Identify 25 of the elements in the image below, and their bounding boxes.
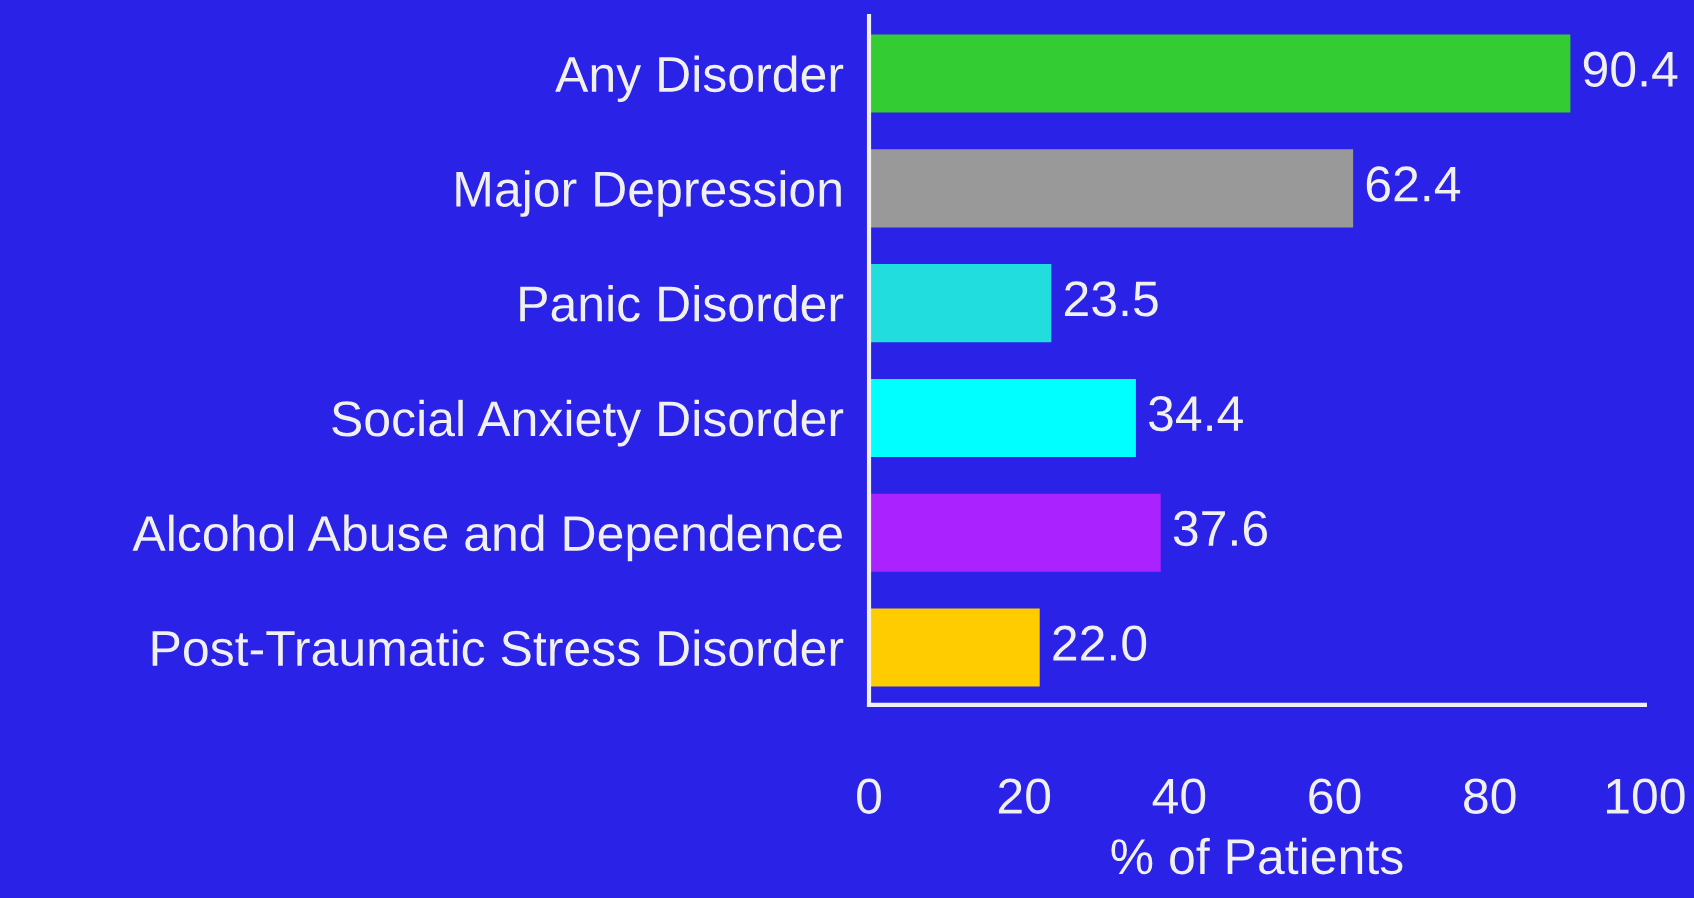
y-tick-label: Any Disorder [555, 55, 844, 103]
bar [869, 34, 1571, 113]
y-tick-label: Post-Traumatic Stress Disorder [152, 629, 844, 667]
bar [869, 493, 1161, 572]
y-tick-label: Panic Disorder [520, 285, 844, 322]
y-tick-label: Alcohol Abuse and Dependence [132, 514, 842, 562]
data-label: 23.5 [1064, 281, 1158, 317]
x-tick-label: 40 [1152, 778, 1206, 814]
x-tick-label: 60 [1309, 778, 1361, 814]
x-tick-label: 0 [857, 778, 881, 814]
bar [869, 149, 1354, 228]
y-tick-label: Social Anxiety Disorder [332, 399, 844, 447]
x-tick-label: 100 [1606, 778, 1685, 814]
data-label: 90.4 [1583, 51, 1678, 87]
x-axis-title: % of Patients [1111, 837, 1403, 875]
bar [869, 264, 1052, 343]
x-tick-label: 20 [998, 778, 1051, 814]
data-label: 34.4 [1148, 395, 1243, 432]
data-label: 22.0 [1053, 625, 1147, 661]
y-tick-label: Major Depression [456, 170, 841, 217]
bar [869, 378, 1136, 457]
data-label: 37.6 [1173, 510, 1267, 547]
bar [869, 608, 1040, 687]
x-tick-label: 80 [1464, 778, 1516, 814]
data-label: 62.4 [1366, 166, 1461, 202]
